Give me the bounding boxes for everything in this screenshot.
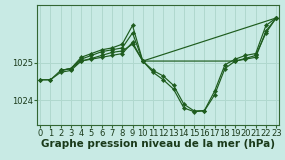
X-axis label: Graphe pression niveau de la mer (hPa): Graphe pression niveau de la mer (hPa) xyxy=(41,139,275,149)
